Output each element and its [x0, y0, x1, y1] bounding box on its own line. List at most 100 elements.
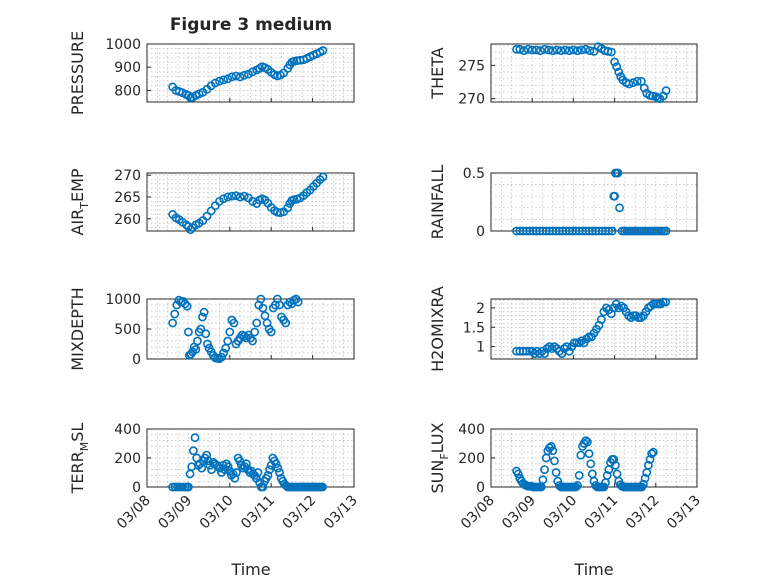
data-point: [527, 346, 537, 356]
y-tick-label: 0.5: [463, 166, 485, 182]
data-point: [639, 479, 648, 489]
data-point: [573, 481, 582, 490]
data-point: [624, 79, 634, 89]
data-point: [606, 47, 616, 57]
series-markers: [512, 297, 671, 358]
grid: [491, 173, 697, 231]
data-point: [235, 192, 245, 202]
x-tick-label: 03/08: [458, 493, 498, 533]
subplot-2: 270 275 THETA: [428, 42, 698, 108]
x-tick-label: 03/13: [664, 493, 704, 533]
y-axis-label: AIRTEMP: [68, 168, 91, 235]
series-markers: [168, 433, 327, 492]
data-point: [574, 470, 584, 480]
data-point: [318, 46, 328, 55]
y-tick-label: 1.5: [463, 320, 485, 336]
data-point: [602, 470, 612, 480]
data-point: [283, 203, 293, 213]
data-point: [227, 72, 237, 82]
data-point: [661, 226, 671, 236]
data-point: [227, 191, 237, 201]
data-point: [548, 446, 558, 456]
data-point: [203, 339, 212, 349]
y-axis-label-part: AIR: [68, 209, 87, 236]
y-tick-label: 2: [476, 301, 485, 317]
data-point: [223, 336, 233, 346]
x-tick-label: 03/11: [582, 493, 622, 533]
data-point: [552, 45, 562, 55]
data-point: [535, 349, 545, 358]
data-point: [219, 194, 228, 204]
data-point: [551, 468, 561, 477]
data-point: [266, 327, 276, 337]
grid: [147, 44, 354, 102]
data-point: [603, 46, 613, 56]
data-point: [643, 460, 653, 470]
series-markers: [168, 294, 303, 364]
data-point: [318, 172, 328, 182]
series-markers: [512, 42, 671, 104]
data-point: [188, 446, 198, 456]
data-point: [202, 450, 212, 460]
y-axis-label: THETA: [428, 47, 447, 99]
data-point: [215, 76, 224, 86]
data-point: [615, 203, 624, 213]
data-point: [275, 300, 284, 310]
data-point: [610, 57, 619, 67]
data-point: [229, 318, 239, 328]
data-point: [609, 455, 619, 464]
subplot-6: 1 1.5 2 H2OMIXRA: [428, 286, 698, 372]
data-point: [215, 354, 224, 364]
data-point: [293, 297, 303, 307]
data-point: [201, 329, 211, 339]
subplot-1: 800 900 1000 PRESSURE: [68, 31, 355, 115]
data-point: [538, 475, 548, 485]
data-point: [614, 67, 624, 77]
data-point: [604, 226, 614, 236]
data-point: [273, 463, 283, 473]
y-tick-label: 400: [458, 422, 485, 438]
data-point: [585, 46, 595, 56]
subplot-7: 0 200 400 03/08 03/09 03/10 03/11 03/12 03/13 TER…: [68, 422, 361, 532]
grid: [147, 429, 354, 487]
x-tick-label: 03/12: [280, 493, 320, 533]
y-axis-label: MIXDEPTH: [68, 287, 87, 370]
data-point: [174, 295, 184, 305]
grid: [147, 299, 354, 359]
y-axis-label: RAINFALL: [428, 165, 447, 240]
y-axis-label-part: TERR: [68, 451, 87, 494]
data-point: [183, 482, 193, 492]
data-point: [513, 469, 523, 479]
data-point: [569, 45, 578, 55]
data-point: [206, 206, 216, 216]
data-point: [557, 349, 567, 358]
data-point: [275, 468, 284, 477]
data-point: [258, 482, 268, 492]
y-tick-label: 0: [132, 480, 141, 496]
data-point: [648, 91, 657, 101]
data-point: [230, 473, 240, 483]
data-point: [219, 75, 228, 85]
data-point: [252, 318, 262, 328]
y-tick-label: 1000: [105, 292, 141, 308]
data-point: [610, 191, 619, 201]
data-point: [223, 462, 233, 472]
data-point: [258, 303, 268, 313]
data-point: [256, 294, 266, 304]
y-axis-label-subscript: M: [78, 442, 91, 452]
data-point: [613, 168, 623, 178]
series-markers: [168, 172, 328, 235]
y-tick-label: 400: [114, 422, 141, 438]
y-axis-label-part: EMP: [68, 168, 87, 202]
data-point: [661, 86, 671, 96]
data-point: [210, 78, 220, 88]
y-tick-label: 500: [114, 322, 141, 338]
data-point: [519, 46, 529, 56]
y-axis-label: TERRMSL: [68, 423, 91, 495]
y-axis-label-subscript: T: [78, 202, 91, 210]
data-point: [560, 45, 570, 55]
y-tick-label: 200: [114, 451, 141, 467]
data-point: [281, 318, 291, 328]
data-point: [180, 299, 190, 309]
